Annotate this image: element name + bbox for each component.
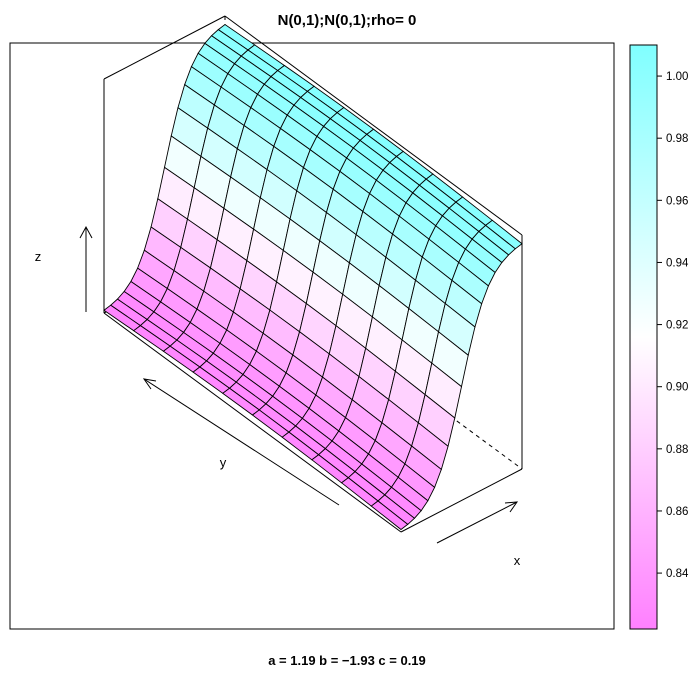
color-key-bar	[629, 44, 658, 630]
surface-cell	[370, 500, 409, 531]
color-key-tick-label: 0.98	[666, 133, 688, 145]
color-key-tick-label: 0.84	[666, 568, 689, 580]
color-key-ticks: 0.84 0.86 0.88 0.90 0.92 0.94 0.96 0.98 1.00	[657, 71, 689, 580]
color-key-tick-label: 0.86	[666, 506, 688, 518]
box-edge	[103, 312, 402, 533]
color-key-tick-label: 0.92	[666, 320, 688, 332]
color-key-tick-label: 0.94	[666, 257, 689, 269]
z-axis-label: z	[35, 249, 42, 264]
box-edge	[103, 15, 226, 80]
color-key-tick-label: 1.00	[666, 71, 688, 83]
y-axis-arrow	[142, 378, 340, 506]
color-key-tick-label: 0.88	[666, 444, 688, 456]
chart-title: N(0,1);N(0,1);rho= 0	[278, 12, 417, 29]
color-key-tick-label: 0.90	[666, 382, 688, 394]
bounding-box-front	[103, 79, 523, 533]
color-key-tick-label: 0.96	[666, 195, 688, 207]
z-axis-arrow	[79, 225, 93, 312]
box-edge	[224, 15, 523, 236]
x-axis-label: x	[514, 553, 521, 568]
box-edge	[400, 468, 523, 533]
y-axis-label: y	[220, 455, 227, 470]
surface-mesh	[103, 23, 523, 531]
chart-subtitle: a = 1.19 b = −1.93 c = 0.19	[268, 653, 426, 668]
x-axis-arrow	[436, 501, 519, 544]
plot-panel-border	[9, 42, 615, 630]
